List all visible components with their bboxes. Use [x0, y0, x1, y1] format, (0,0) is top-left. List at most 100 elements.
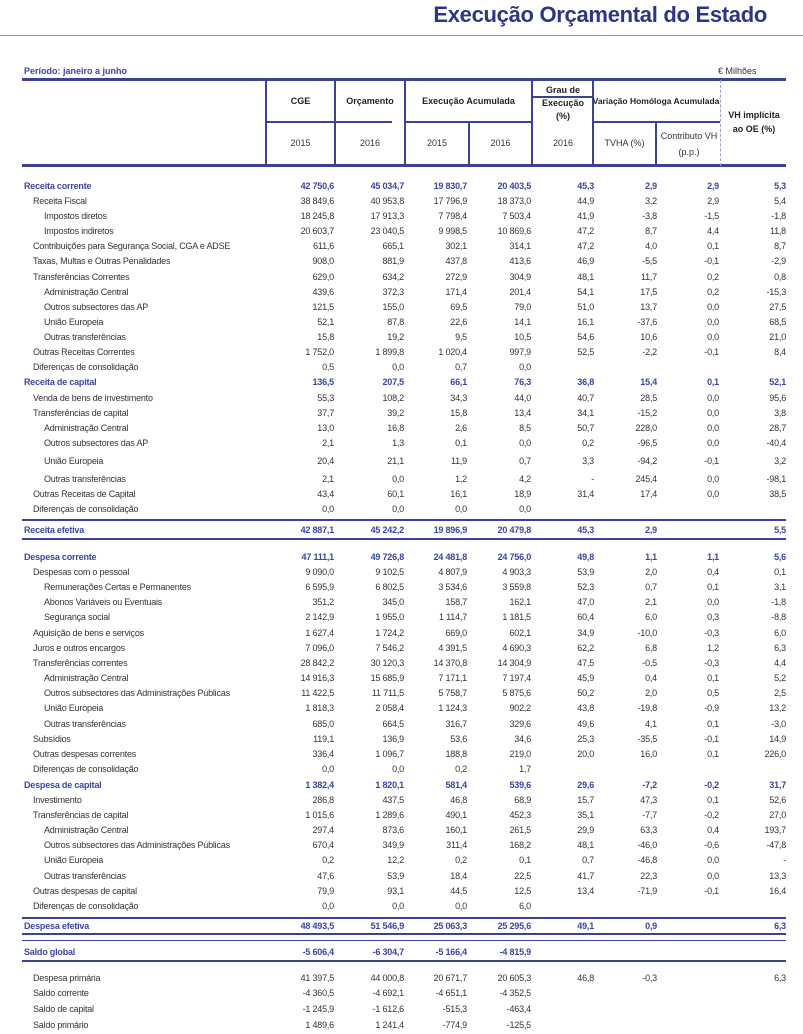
row-label: Saldo primário [33, 1020, 89, 1030]
row-label: Taxas, Multas e Outras Penalidades [33, 256, 171, 266]
table-row: União Europeia 0,2 12,2 0,2 0,1 0,7 -46,8 0,0 - [0, 853, 803, 867]
row-value: 21,1 [387, 456, 404, 466]
row-value: 4 391,5 [438, 643, 467, 653]
row-value: 27,5 [769, 302, 786, 312]
row-value: 51 546,9 [370, 921, 405, 931]
row-value: 0,1 [774, 567, 786, 577]
row-value: 6,3 [774, 973, 786, 983]
row-label: União Europeia [44, 703, 104, 713]
row-label: Receita efetiva [24, 525, 85, 535]
row-value: 60,4 [577, 612, 594, 622]
row-value: 17 913,3 [370, 211, 405, 221]
row-value: 49,1 [577, 921, 594, 931]
row-label: Administração Central [44, 673, 129, 683]
row-value: 8,7 [645, 226, 657, 236]
section-rule [22, 917, 786, 919]
row-value: 1,1 [645, 552, 657, 562]
row-label: Administração Central [44, 825, 129, 835]
header-col-divider [531, 80, 533, 166]
row-value: 1,1 [707, 552, 719, 562]
row-value: 13,4 [577, 886, 594, 896]
row-value: 0,5 [322, 362, 334, 372]
row-value: 55,3 [317, 393, 334, 403]
row-value: 0,0 [392, 901, 404, 911]
row-value: 48,1 [577, 840, 594, 850]
row-value: -3,8 [642, 211, 657, 221]
title-divider [0, 35, 803, 36]
row-value: 20 605,3 [497, 973, 532, 983]
row-value: -5,5 [642, 256, 657, 266]
row-label: Juros e outros encargos [33, 643, 125, 653]
row-value: 0,2 [455, 855, 467, 865]
row-value: 16,8 [387, 423, 404, 433]
table-row: Outros subsectores das Administrações Pú… [0, 686, 803, 700]
row-label: Transferências correntes [33, 658, 128, 668]
row-value: -35,5 [637, 734, 657, 744]
row-value: 1 020,4 [438, 347, 467, 357]
row-value: 6,3 [774, 643, 786, 653]
row-value: 5,3 [774, 181, 786, 191]
row-value: 314,1 [509, 241, 531, 251]
row-value: 31,4 [577, 489, 594, 499]
row-value: 15,4 [640, 377, 657, 387]
row-value: 30 120,3 [370, 658, 405, 668]
row-label: Transferências Correntes [33, 272, 130, 282]
row-label: Contribuições para Segurança Social, CGA… [33, 241, 231, 251]
row-value: -4 651,1 [435, 988, 468, 998]
row-value: 6 595,9 [305, 582, 334, 592]
row-value: 351,2 [312, 597, 334, 607]
row-value: 8,7 [774, 241, 786, 251]
row-value: 87,8 [387, 317, 404, 327]
row-value: 302,1 [445, 241, 467, 251]
row-value: 2,5 [774, 688, 786, 698]
row-value: -0,1 [704, 886, 719, 896]
row-label: Outras despesas correntes [33, 749, 137, 759]
row-value: 2,1 [645, 597, 657, 607]
row-value: 0,2 [707, 287, 719, 297]
row-value: 193,7 [764, 825, 786, 835]
table-row: Venda de bens de investimento 55,3 108,2 34… [0, 391, 803, 405]
table-row: Receita de capital 136,5 207,5 66,1 76,3 36,8… [0, 375, 803, 389]
row-value: -2,2 [642, 347, 657, 357]
row-label: Administração Central [44, 287, 129, 297]
row-value: 1 724,2 [375, 628, 404, 638]
row-label: Diferenças de consolidação [33, 764, 139, 774]
row-value: 0,2 [707, 272, 719, 282]
row-value: 121,5 [312, 302, 334, 312]
row-value: -47,8 [766, 840, 786, 850]
row-value: -15,3 [766, 287, 786, 297]
row-label: Receita Fiscal [33, 196, 87, 206]
table-row: Aquisição de bens e serviços 1 627,4 1 724… [0, 626, 803, 640]
row-value: 20 603,7 [300, 226, 335, 236]
table-row: Subsídios 119,1 136,9 53,6 34,6 25,3 -35,5 -0,1… [0, 732, 803, 746]
row-value: 286,8 [312, 795, 334, 805]
row-value: 15 685,9 [370, 673, 405, 683]
row-value: 316,7 [445, 719, 467, 729]
row-value: 45,3 [577, 525, 594, 535]
row-label: União Europeia [44, 456, 104, 466]
row-value: 0,4 [707, 567, 719, 577]
row-value: 20,0 [577, 749, 594, 759]
row-value: -463,4 [506, 1004, 532, 1014]
row-value: 28,7 [769, 423, 786, 433]
row-label: Investimento [33, 795, 82, 805]
row-value: 66,1 [450, 377, 467, 387]
row-value: 31,7 [769, 780, 786, 790]
row-label: Outros subsectores das AP [44, 438, 149, 448]
table-row: Outras despesas correntes 336,4 1 096,7 188… [0, 747, 803, 761]
row-label: Despesa primária [33, 973, 101, 983]
row-value: 3,1 [774, 582, 786, 592]
header-col-divider [468, 122, 470, 166]
period-label: Período: janeiro a junho [24, 66, 128, 76]
row-value: 5,4 [774, 196, 786, 206]
header-year: 2015 [426, 138, 448, 148]
row-value: 13,4 [514, 408, 531, 418]
table-row: Despesa corrente 47 111,1 49 726,8 24 481,8… [0, 550, 803, 564]
row-value: 413,6 [509, 256, 531, 266]
section-rule [22, 538, 786, 540]
row-value: -19,8 [637, 703, 657, 713]
row-value: 3 559,8 [502, 582, 531, 592]
row-value: 0,0 [322, 504, 334, 514]
row-value: 0,1 [707, 795, 719, 805]
row-value: 34,3 [450, 393, 467, 403]
